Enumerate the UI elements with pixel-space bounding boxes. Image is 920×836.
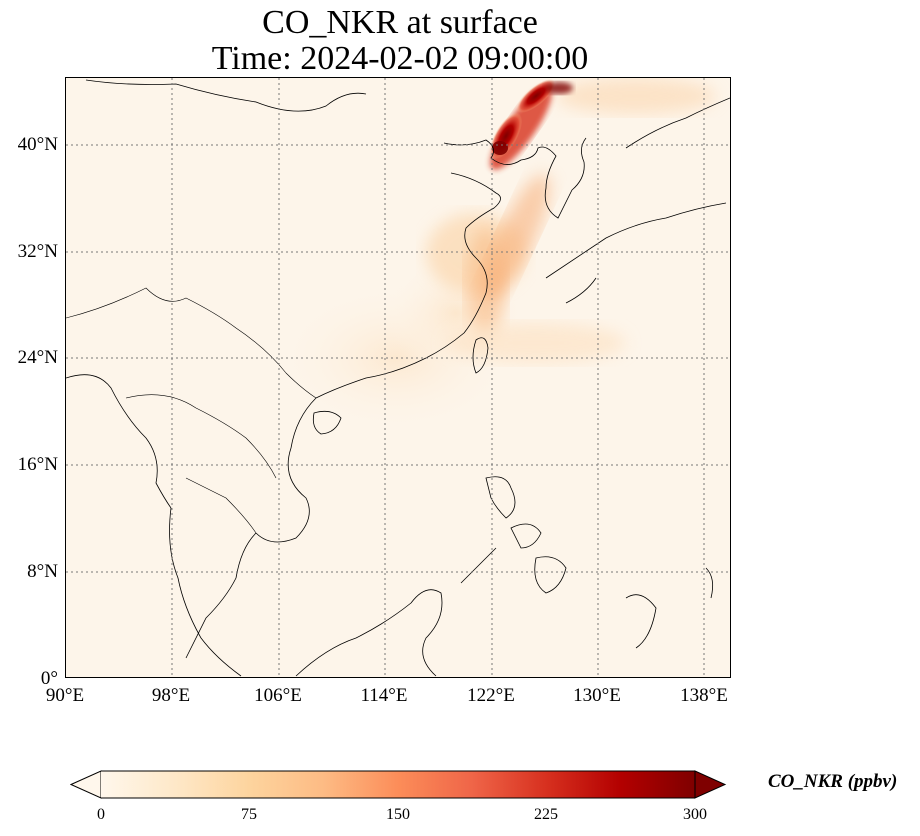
colorbar-tick-300: 300: [683, 806, 707, 823]
lat-label-24n: 24°N: [17, 347, 58, 368]
gridlines: [66, 78, 730, 677]
lon-label-122e: 122°E: [467, 685, 515, 706]
colorbar-label: CO_NKR (ppbv): [768, 771, 898, 792]
coastlines: [66, 79, 730, 677]
lon-label-98e: 98°E: [151, 685, 191, 706]
lat-label-0: 0°: [40, 668, 58, 689]
lon-label-130e: 130°E: [573, 685, 621, 706]
map-panel[interactable]: [65, 77, 731, 678]
colorbar-tick-225: 225: [534, 806, 558, 823]
lat-label-32n: 32°N: [17, 241, 58, 262]
map-canvas: [66, 78, 730, 677]
colorbar-extend-min: [70, 770, 102, 799]
colorbar-tick-150: 150: [386, 806, 410, 823]
lat-label-16n: 16°N: [17, 454, 58, 475]
lon-label-106e: 106°E: [254, 685, 302, 706]
lat-label-8n: 8°N: [27, 561, 58, 582]
concentration-field: [276, 78, 716, 433]
co-plume: [489, 79, 573, 170]
lon-label-90e: 90°E: [45, 685, 85, 706]
lat-label-40n: 40°N: [17, 134, 58, 155]
map-subtitle-time: Time: 2024-02-02 09:00:00: [211, 40, 589, 77]
colorbar-tick-0: 0: [97, 806, 105, 823]
colorbar: [70, 770, 727, 799]
colorbar-extend-max: [694, 770, 727, 799]
lon-label-114e: 114°E: [360, 685, 408, 706]
colorbar-tick-75: 75: [241, 806, 257, 823]
lon-label-138e: 138°E: [680, 685, 728, 706]
colorbar-gradient: [101, 771, 695, 798]
map-title: CO_NKR at surface: [262, 4, 538, 41]
